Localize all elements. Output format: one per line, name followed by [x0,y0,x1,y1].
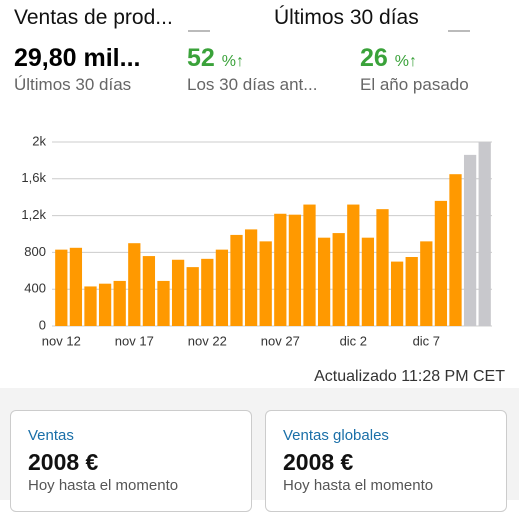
up-arrow: ↑ [236,53,244,70]
stat-change: 26 %↑ [360,44,417,73]
bar [332,233,345,326]
bar [98,283,112,326]
card-note: Hoy hasta el momento [283,477,434,494]
stat-label: Los 30 días ant... [187,75,318,94]
bar [317,237,331,326]
bar [288,214,302,326]
bar [244,229,258,326]
stat-label: El año pasado [360,75,469,94]
x-tick-label: nov 12 [42,333,81,348]
updated: Actualizado 11:28 PM CET [314,368,505,385]
bar [186,267,199,326]
bar [303,204,316,326]
bar [201,258,214,326]
y-tick-label: 1,6k [21,170,46,185]
screen: {"header": {"metric": "Ventas de prod...… [0,6,519,512]
y-tick-label: 2k [32,133,46,148]
bar [390,261,404,326]
bar [449,174,462,326]
card-title: Ventas [28,427,74,444]
x-tick-label: dic 7 [413,333,440,348]
card-title: Ventas globales [283,427,389,444]
stat-change: 52 %↑ [187,44,244,73]
bar [142,256,156,326]
bar [84,286,97,326]
bar [274,213,287,326]
x-tick-label: dic 2 [340,333,367,348]
stat-value: 52 [187,44,215,72]
cards-area: Ventas 2008 € Hoy hasta el momento Venta… [0,388,519,512]
bar [376,209,389,326]
caret[interactable] [188,8,210,32]
bar [361,237,375,326]
x-tick-label: nov 22 [188,333,227,348]
stat-unit: % [394,53,409,70]
bar [463,154,477,326]
card-value: 2008 € [28,449,99,475]
card-note: Hoy hasta el momento [28,477,179,494]
bar [215,249,229,326]
y-tick-label: 0 [39,317,46,332]
stat-value: 29,80 mil... [14,44,141,72]
card[interactable]: Ventas 2008 € Hoy hasta el momento [10,410,252,512]
y-tick-label: 1,2k [21,207,46,222]
bar [347,204,360,326]
y-tick-label: 400 [24,281,46,296]
bar [259,241,272,326]
bar [171,259,185,326]
chart: 0 400 800 1,2k 1,6k 2k nov 12 nov 17 nov 22 nov 2… [21,133,492,348]
x-tick-label: nov 17 [115,333,154,348]
bar [113,280,126,326]
card-value: 2008 € [283,449,354,475]
bar [420,241,433,326]
period-dropdown[interactable]: Últimos 30 días [274,6,419,29]
x-tick-label: nov 27 [261,333,300,348]
bar [230,234,243,326]
y-tick-label: 800 [24,244,46,259]
stat-value: 26 [360,44,388,72]
metric-dropdown[interactable]: Ventas de prod... [14,6,173,29]
bar [478,142,491,326]
bar [405,257,418,326]
bar [128,243,141,326]
stat-unit: % [221,53,236,70]
bar [69,247,83,326]
caret[interactable] [448,8,470,32]
bar [157,280,170,326]
stat-label: Últimos 30 días [14,75,132,94]
bar [434,200,448,326]
up-arrow: ↑ [409,53,417,70]
bar [55,249,68,326]
card[interactable]: Ventas globales 2008 € Hoy hasta el mome… [265,410,507,512]
